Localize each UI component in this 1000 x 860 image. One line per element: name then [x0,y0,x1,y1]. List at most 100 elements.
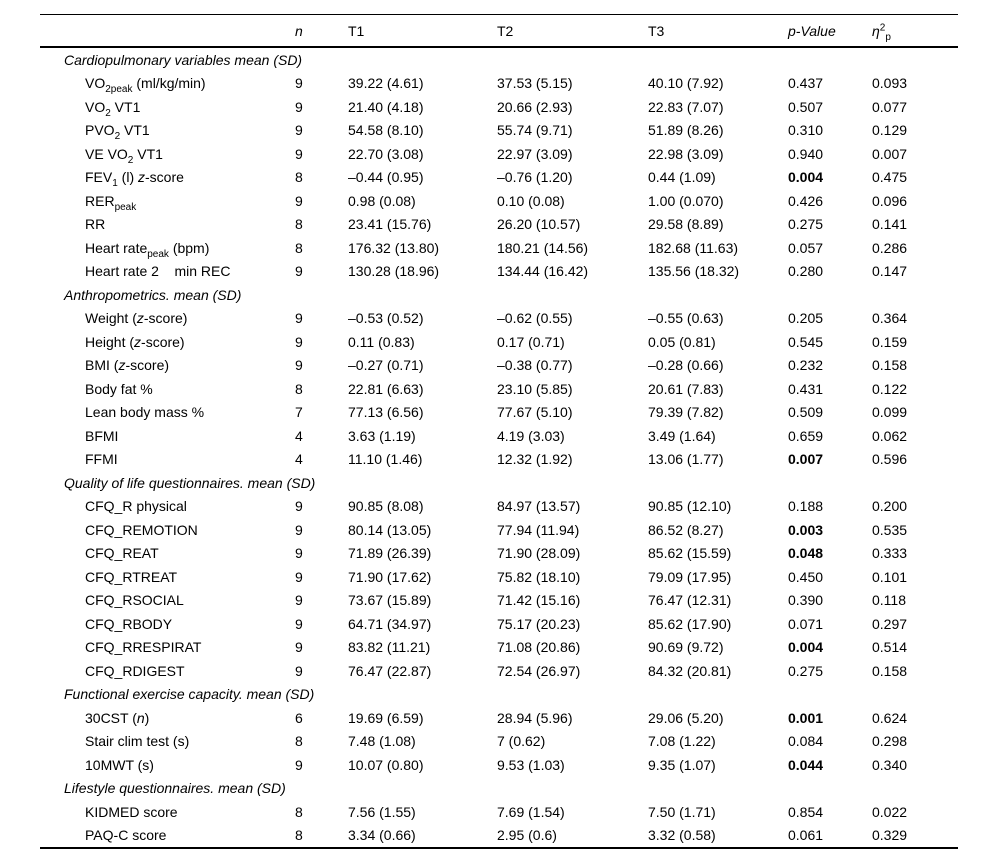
cell-p-value: 0.044 [788,756,824,773]
table-row: Body fat % 8 22.81 (6.63) 23.10 (5.85) 20.61… [40,377,958,401]
cell-t1: 22.70 (3.08) [348,145,424,162]
table-row: VO2 VT1 9 21.40 (4.18) 20.66 (2.93) 22.83 (7… [40,95,958,119]
table-body: Cardiopulmonary variables mean (SD) VO2pe… [40,47,958,848]
table-row: Weight (z-score) 9 –0.53 (0.52) –0.62 (0.55… [40,307,958,331]
cell-t2: 20.66 (2.93) [497,98,573,115]
table-row: CFQ_REAT 9 71.89 (26.39) 71.90 (28.09) 85.62… [40,542,958,566]
table-row: RR 8 23.41 (15.76) 26.20 (10.57) 29.58 (8.89… [40,213,958,237]
cell-t3: 7.50 (1.71) [648,803,716,820]
col-header-n: n [295,15,348,48]
cell-eta-squared: 0.158 [872,357,908,374]
cell-t1: 71.89 (26.39) [348,545,432,562]
col-header-p-value: p-Value [788,15,872,48]
cell-t3: –0.55 (0.63) [648,310,724,327]
cell-t2: 77.94 (11.94) [497,521,580,538]
cell-eta-squared: 0.329 [872,827,908,844]
cell-t2: 22.97 (3.09) [497,145,573,162]
cell-p-value: 0.057 [788,239,824,256]
row-label: 30CST (n) [85,709,150,726]
cell-eta-squared: 0.297 [872,615,908,632]
cell-t1: 19.69 (6.59) [348,709,424,726]
cell-t2: 71.42 (15.16) [497,592,581,609]
cell-t1: 7.48 (1.08) [348,733,416,750]
cell-eta-squared: 0.118 [872,592,906,609]
row-label: CFQ_RRESPIRAT [85,639,202,656]
cell-t1: 64.71 (34.97) [348,615,432,632]
row-label: FFMI [85,451,118,468]
cell-n: 8 [295,239,303,256]
cell-n: 9 [295,263,303,280]
row-label: VO2peak (ml/kg/min) [85,75,206,95]
cell-t3: 29.58 (8.89) [648,216,724,233]
cell-eta-squared: 0.147 [872,263,908,280]
row-label: Stair clim test (s) [85,733,190,750]
cell-t2: 7 (0.62) [497,733,546,750]
table-row: CFQ_RBODY 9 64.71 (34.97) 75.17 (20.23) 85.6… [40,612,958,636]
cell-t2: –0.38 (0.77) [497,357,573,374]
cell-n: 9 [295,333,303,350]
cell-t2: 71.90 (28.09) [497,545,581,562]
cell-t2: 0.17 (0.71) [497,333,565,350]
table-row: CFQ_RTREAT 9 71.90 (17.62) 75.82 (18.10) 79.… [40,565,958,589]
table-row: RERpeak 9 0.98 (0.08) 0.10 (0.08) 1.00 (0.07… [40,189,958,213]
cell-n: 9 [295,662,303,679]
cell-t3: 90.69 (9.72) [648,639,724,656]
table-row: BFMI 4 3.63 (1.19) 4.19 (3.03) 3.49 (1.64) 0.… [40,424,958,448]
table-row: KIDMED score 8 7.56 (1.55) 7.69 (1.54) 7.50 … [40,800,958,824]
cell-eta-squared: 0.062 [872,427,908,444]
col-header-empty [40,15,295,48]
cell-t1: 7.56 (1.55) [348,803,416,820]
row-label: CFQ_RTREAT [85,568,178,585]
cell-t3: 182.68 (11.63) [648,239,739,256]
cell-n: 9 [295,756,303,773]
cell-eta-squared: 0.101 [872,568,908,585]
section-title: Lifestyle questionnaires. mean (SD) [64,780,286,797]
table-row: VE VO2 VT1 9 22.70 (3.08) 22.97 (3.09) 22.98… [40,142,958,166]
cell-eta-squared: 0.624 [872,709,908,726]
cell-t3: 86.52 (8.27) [648,521,724,538]
cell-t3: 20.61 (7.83) [648,380,724,397]
table-row: Heart rate 2 min REC 9 130.28 (18.96) 134.4… [40,260,958,284]
cell-p-value: 0.188 [788,498,824,515]
cell-p-value: 0.509 [788,404,824,421]
cell-t2: 2.95 (0.6) [497,827,557,844]
cell-p-value: 0.205 [788,310,824,327]
table-row: Lean body mass % 7 77.13 (6.56) 77.67 (5.10… [40,401,958,425]
cell-t1: 3.34 (0.66) [348,827,416,844]
cell-p-value: 0.659 [788,427,824,444]
cell-n: 6 [295,709,303,726]
cell-p-value: 0.061 [788,827,824,844]
cell-p-value: 0.007 [788,451,824,468]
cell-t1: 39.22 (4.61) [348,75,424,92]
cell-t1: 3.63 (1.19) [348,427,416,444]
cell-t1: 83.82 (11.21) [348,639,431,656]
cell-t2: –0.62 (0.55) [497,310,573,327]
cell-t3: 84.32 (20.81) [648,662,732,679]
cell-t2: 71.08 (20.86) [497,639,581,656]
eta-subscript: p [885,31,891,43]
cell-t2: –0.76 (1.20) [497,169,573,186]
cell-n: 9 [295,192,303,209]
cell-t3: 85.62 (15.59) [648,545,732,562]
cell-t3: 1.00 (0.070) [648,192,724,209]
cell-t2: 55.74 (9.71) [497,122,573,139]
cell-t1: 90.85 (8.08) [348,498,424,515]
cell-n: 8 [295,216,303,233]
cell-eta-squared: 0.158 [872,662,908,679]
cell-n: 8 [295,380,303,397]
cell-eta-squared: 0.475 [872,169,908,186]
cell-t3: 90.85 (12.10) [648,498,732,515]
cell-eta-squared: 0.514 [872,639,908,656]
cell-eta-squared: 0.122 [872,380,908,397]
cell-eta-squared: 0.340 [872,756,908,773]
cell-p-value: 0.275 [788,216,824,233]
cell-p-value: 0.004 [788,639,824,656]
cell-p-value: 0.001 [788,709,824,726]
cell-n: 4 [295,451,303,468]
cell-t1: 130.28 (18.96) [348,263,440,280]
cell-eta-squared: 0.077 [872,98,908,115]
table-row: CFQ_RDIGEST 9 76.47 (22.87) 72.54 (26.97) 84… [40,659,958,683]
cell-p-value: 0.310 [788,122,824,139]
table-row: CFQ_R physical 9 90.85 (8.08) 84.97 (13.57)… [40,495,958,519]
cell-t2: 7.69 (1.54) [497,803,565,820]
